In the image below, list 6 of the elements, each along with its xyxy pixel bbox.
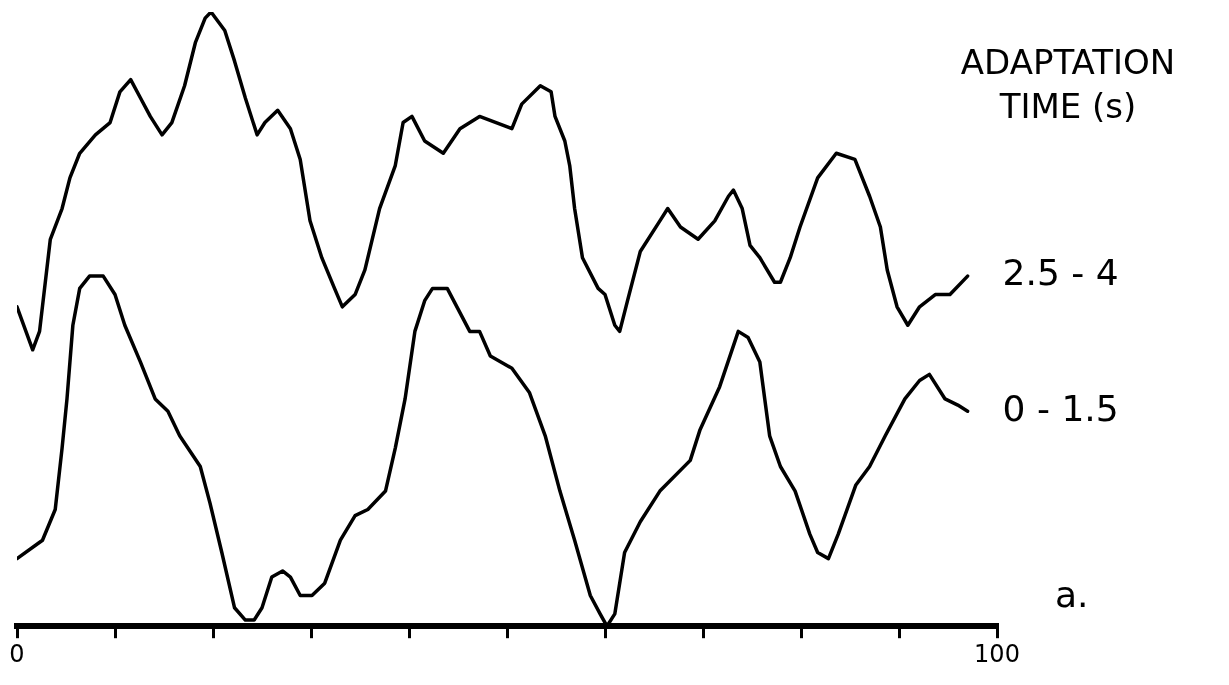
series-label: 2.5 - 4 [1002, 252, 1119, 294]
text: a. [1055, 574, 1089, 616]
x-tick-label: 0 [9, 639, 25, 668]
series-label: 0 - 1.5 [1002, 387, 1119, 429]
x-tick-label: 100 [974, 639, 1020, 668]
legend-title: ADAPTATION TIME (s) [960, 41, 1176, 126]
